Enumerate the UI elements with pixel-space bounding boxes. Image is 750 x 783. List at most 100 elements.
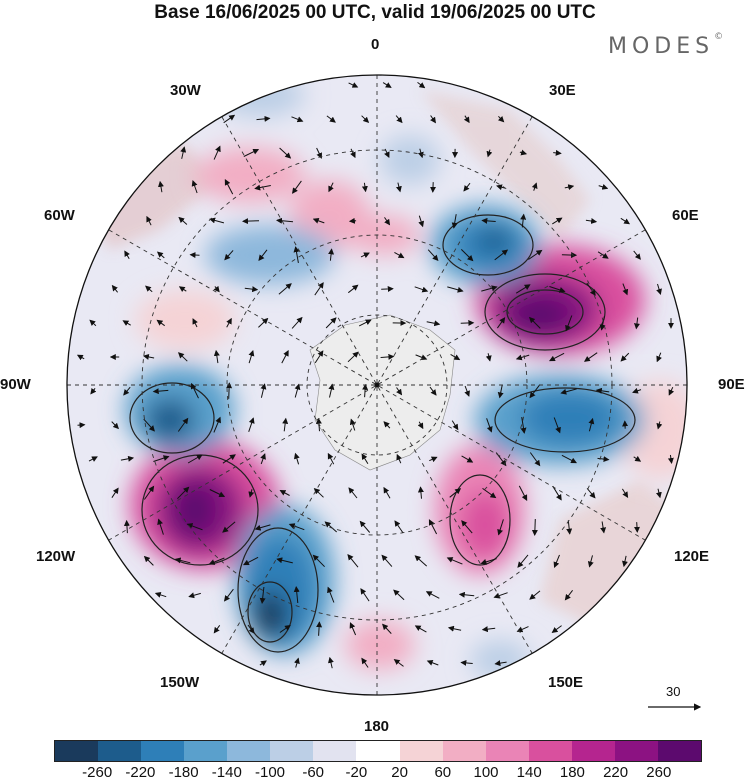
wind-arrow-icon [260,453,266,465]
wind-arrow-icon [188,592,201,599]
wind-arrow-icon [553,149,562,156]
wind-arrow-icon [314,350,324,364]
copyright-mark: © [714,32,724,42]
wind-arrow-icon [120,455,135,462]
wind-arrow-icon [481,285,498,292]
wind-arrow-icon [260,383,267,398]
wind-arrow-icon [394,520,404,534]
colorbar-tick-label: 180 [559,764,585,781]
wind-arrow-icon [552,485,562,501]
wind-arrow-icon [656,421,663,430]
colorbar-swatch [657,741,701,761]
wind-arrow-icon [316,147,322,159]
wind-arrow-icon [328,248,335,261]
wind-arrow-icon [599,316,606,331]
wind-arrow-icon [315,417,322,432]
colorbar-tick-label: 220 [603,764,629,781]
colorbar-tick-label: -100 [254,764,286,781]
wind-arrow-icon [224,250,234,261]
wind-arrow-icon [583,352,598,362]
wind-arrow-icon [515,284,531,294]
wind-arrow-icon [145,285,153,293]
wind-arrow-icon [393,658,404,667]
wind-arrow-icon [415,354,428,361]
colorbar-tick-label: -20 [345,764,368,781]
wind-arrow-icon [553,417,561,434]
wind-arrow-icon [361,182,368,193]
wind-arrow-icon [427,249,439,262]
wind-arrow-icon [518,485,528,501]
wind-arrow-icon [89,319,97,327]
wind-arrow-icon [327,586,335,603]
wind-arrow-icon [77,422,86,429]
pole-dot-icon [374,382,380,388]
wind-arrow-icon [528,316,541,329]
colorbar-swatch [141,741,185,761]
wind-arrow-icon [497,115,505,123]
wind-arrow-icon [383,486,391,499]
graticule [67,75,687,695]
wind-arrow-icon [248,489,255,498]
colorbar-tick-label: -60 [302,764,325,781]
wind-arrow-icon [460,659,473,666]
wind-arrow-icon [279,147,292,159]
wind-arrow-icon [314,282,324,296]
wind-arrow-icon [247,624,255,634]
wind-arrow-icon [248,417,255,432]
height-contours [129,214,636,653]
wind-arrow-icon [156,319,165,327]
colorbar-tick-label: 60 [434,764,452,781]
wind-arrow-icon [418,215,425,228]
wind-arrow-icon [414,625,427,633]
wind-arrow-icon [426,659,439,666]
wind-arrow-icon [383,421,391,429]
wind-arrow-icon [633,455,642,462]
wind-arrow-icon [348,217,357,224]
wind-arrow-icon [380,353,395,360]
colorbar-swatch [184,741,228,761]
wind-arrow-icon [222,521,236,533]
wind-arrow-icon [256,115,271,122]
wind-arrow-icon [180,146,187,159]
wind-arrow-icon [226,317,232,328]
wind-arrow-icon [481,626,496,633]
wind-arrow-icon [486,149,493,158]
wind-arrow-icon [276,557,293,564]
colorbar-swatch [227,741,271,761]
wind-arrow-icon [447,625,462,632]
colorbar-swatch [614,741,658,761]
wind-arrow-icon [293,586,300,604]
wind-arrow-icon [191,180,198,194]
wind-arrow-icon [515,354,530,361]
wind-arrow-icon [328,383,335,398]
wind-arrow-icon [213,349,220,364]
wind-arrow-icon [667,454,674,464]
wind-arrow-icon [382,623,392,634]
colorbar-tick-label: 100 [473,764,499,781]
wind-arrow-icon [248,349,255,364]
wind-arrow-icon [429,456,438,463]
wind-arrow-icon [497,384,504,399]
wind-arrow-icon [327,452,335,465]
wind-arrow-icon [90,387,97,395]
colorbar [54,740,702,762]
colorbar-swatch [571,741,615,761]
wind-arrow-icon [146,215,152,226]
lon-label-90w: 90W [0,376,31,393]
wind-arrow-icon [428,519,438,535]
wind-arrow-icon [223,588,234,602]
wind-arrow-icon [243,148,260,157]
wind-arrow-icon [293,452,300,465]
wind-arrow-icon [656,352,662,363]
colorbar-tick-label: -220 [125,764,156,781]
wind-arrow-icon [142,354,155,360]
wind-arrow-icon [451,420,459,431]
wind-arrow-icon [586,282,596,296]
wind-arrow-icon [328,182,334,193]
wind-arrow-icon [177,352,188,362]
wind-arrow-icon [393,589,405,601]
wind-arrow-icon [531,518,538,536]
wind-arrow-icon [358,319,372,327]
wind-arrow-icon [291,116,304,123]
wind-arrow-icon [633,250,641,260]
